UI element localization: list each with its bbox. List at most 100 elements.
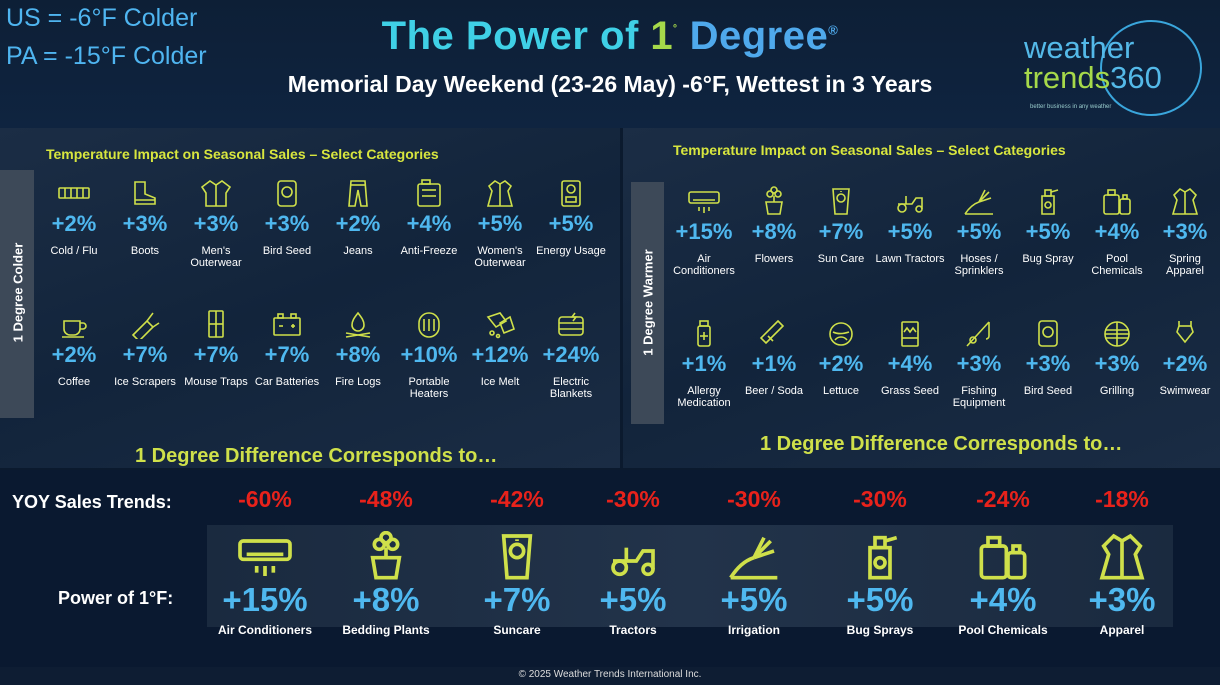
spacer [568,513,698,531]
category-label: Grass Seed [880,385,940,397]
category-item: +5% Women's Outerwear [464,178,536,269]
category-percent: +24% [542,342,600,367]
fire-logs-icon [345,311,371,338]
spacer [1057,513,1187,531]
category-percent: +4% [406,211,452,236]
swimsuit-icon [1176,321,1194,344]
category-label: Bird Seed [262,245,312,257]
category-label: Men's Outerwear [190,245,242,269]
category-item: +12% Ice Melt [464,309,536,388]
summary-category-name: Irrigation [727,623,780,637]
power-percent-value: +5% [599,581,667,618]
spacer [452,513,582,531]
thermometer-bar-icon [58,187,90,199]
category-item: +5% Lawn Tractors [874,186,946,265]
category-label: Sun Care [817,253,865,265]
category-item: +2% Lettuce [805,318,877,397]
summary-category-name: Air Conditioners [217,623,312,637]
category-percent: +3% [1025,351,1071,376]
yoy-trend-value: -30% [727,486,781,512]
sprinkler-icon [964,189,993,215]
category-percent: +10% [400,342,458,367]
category-label: Swimwear [1159,385,1211,397]
category-item: +3% Boots [109,178,181,257]
heater-icon [418,312,440,338]
category-label: Car Batteries [254,376,320,388]
category-percent: +7% [264,342,310,367]
yoy-trend-value: -30% [853,486,907,512]
category-item: +3% Grilling [1081,318,1153,397]
sunscreen-icon [501,534,533,580]
colder-section-title: Temperature Impact on Seasonal Sales – S… [46,146,439,162]
category-percent: +7% [122,342,168,367]
copyright-text: © 2025 Weather Trends International Inc. [518,669,702,680]
category-item: +5% Energy Usage [535,178,607,257]
category-item: +3% Fishing Equipment [943,318,1015,409]
category-percent: +2% [1162,351,1208,376]
category-item: +1% Allergy Medication [668,318,740,409]
boot-icon [134,181,156,205]
category-label: Anti-Freeze [400,245,458,257]
logo-word-trends: trends360 [1024,60,1162,96]
warmer-panel [623,128,1220,468]
title-part-3: Degree [678,14,829,58]
power-percent-value: +5% [720,581,788,618]
ice-scraper-icon [131,312,160,339]
logo-word-weather: weather [1024,30,1135,65]
colder-correspondence-text: 1 Degree Difference Corresponds to… [135,445,498,467]
sunscreen-icon [832,188,850,215]
category-label: Bird Seed [1023,385,1073,397]
category-percent: +2% [51,342,97,367]
category-item: +3% Spring Apparel [1149,186,1220,277]
category-label: Jeans [343,245,373,257]
category-item: +7% Sun Care [805,186,877,265]
category-percent: +5% [887,219,933,244]
category-label: Hoses / Sprinklers [954,253,1004,277]
summary-category-name: Bug Sprays [846,623,914,637]
title-registered-mark: ® [828,22,839,38]
page-subtitle: Memorial Day Weekend (23-26 May) -6°F, W… [287,71,933,97]
category-label: Ice Melt [480,376,520,388]
category-label: Coffee [57,376,91,388]
lawn-tractor-icon [611,547,655,577]
summary-column: -30% +5% Irrigation [689,486,819,637]
category-label: Fire Logs [335,376,381,388]
sprinkler-icon [729,536,778,580]
category-item: +2% Coffee [38,309,110,388]
warmer-side-label: 1 Degree Warmer [640,249,656,356]
spacer [689,513,819,531]
category-percent: +1% [751,351,797,376]
category-label: Portable Heaters [408,376,450,400]
bird-seed-icon [1038,320,1058,347]
category-label: Electric Blankets [549,376,593,400]
category-item: +4% Pool Chemicals [1081,186,1153,277]
category-label: Lettuce [822,385,860,397]
yoy-trend-value: -30% [606,486,660,512]
category-item: +2% Swimwear [1149,318,1220,397]
bug-spray-icon [1041,189,1059,215]
grass-seed-icon [901,321,919,347]
summary-category-name: Bedding Plants [342,623,430,637]
footer-bar [0,667,1220,685]
category-percent: +3% [264,211,310,236]
allergy-medication-icon [697,320,711,347]
power-percent-value: +3% [1088,581,1156,618]
category-item: +8% Flowers [738,186,810,265]
category-percent: +5% [548,211,594,236]
category-label: Pool Chemicals [1091,253,1143,277]
power-percent-value: +4% [969,581,1037,618]
category-percent: +8% [335,342,381,367]
category-percent: +7% [818,219,864,244]
pa-temperature-note: PA = -15°F Colder [6,42,207,70]
title-part-2: 1 [650,14,674,58]
category-label: Fishing Equipment [952,385,1006,409]
summary-category-name: Apparel [1099,623,1145,637]
category-item: +7% Car Batteries [251,309,323,388]
category-percent: +3% [122,211,168,236]
category-item: +7% Mouse Traps [180,309,252,388]
category-item: +1% Beer / Soda [738,318,810,397]
pool-chemicals-icon [1103,189,1131,215]
electric-blanket-icon [558,312,584,336]
category-item: +8% Fire Logs [322,309,394,388]
category-item: +5% Hoses / Sprinklers [943,186,1015,277]
